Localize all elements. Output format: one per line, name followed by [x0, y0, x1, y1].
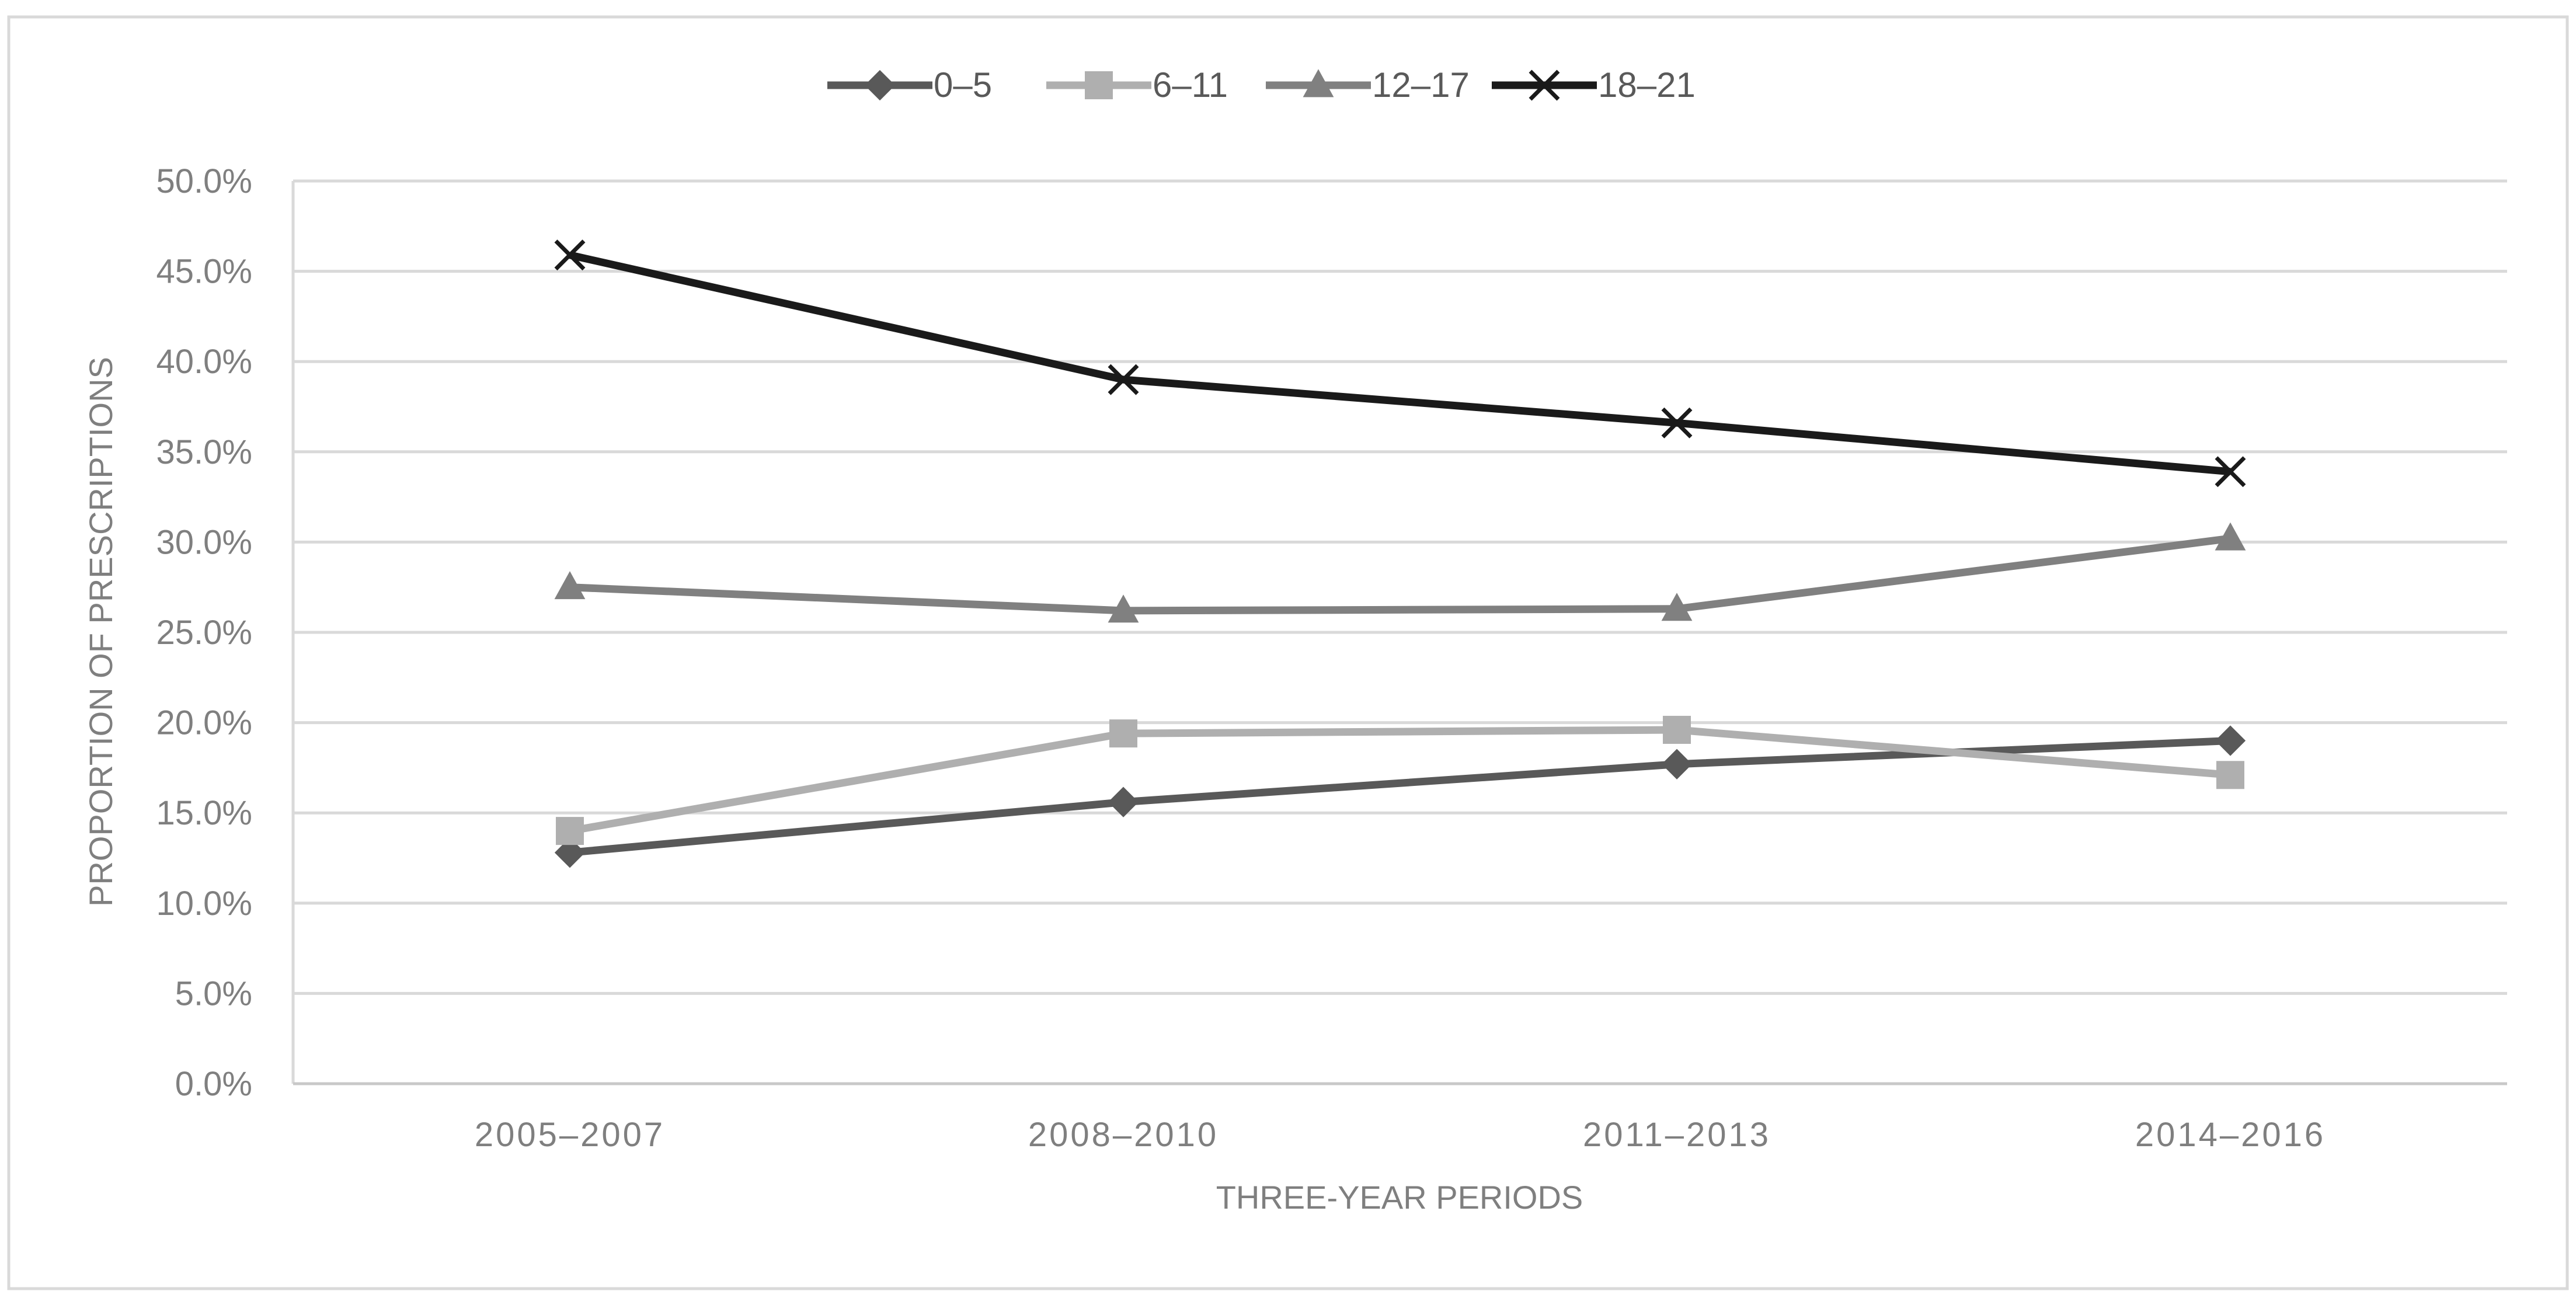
legend-marker: [1085, 71, 1113, 99]
series-triangle: [554, 522, 2246, 623]
data-point: [2215, 725, 2246, 756]
y-tick-label: 30.0%: [156, 523, 252, 561]
series-lines: [554, 239, 2246, 868]
y-tick-label: 20.0%: [156, 704, 252, 742]
y-tick-label: 40.0%: [156, 343, 252, 381]
x-tick-label: 2011–2013: [1583, 1116, 1771, 1154]
legend-item: 12–17: [1266, 65, 1470, 105]
data-point: [554, 571, 586, 600]
data-point: [1109, 719, 1137, 748]
data-point: [556, 817, 584, 845]
legend-label: 0–5: [934, 65, 992, 105]
legend-marker: [1529, 69, 1560, 101]
legend: 0–5 6–11 12–17 18–21: [827, 65, 1696, 105]
data-point: [1108, 594, 1139, 623]
data-point: [1661, 749, 1693, 779]
y-tick-label: 25.0%: [156, 614, 252, 652]
legend-label: 12–17: [1372, 65, 1470, 105]
legend-marker: [1303, 69, 1334, 98]
x-tick-label: 2005–2007: [475, 1116, 665, 1154]
legend-label: 18–21: [1598, 65, 1696, 105]
data-point: [1661, 407, 1693, 439]
series-x: [554, 239, 2246, 488]
axes: 0.0% 5.0% 10.0% 15.0% 20.0% 25.0% 30.0% 35.0% 40…: [156, 162, 2507, 1154]
y-tick-label: 15.0%: [156, 794, 252, 832]
data-point: [1108, 787, 1139, 817]
x-tick-label: 2014–2016: [2135, 1116, 2326, 1154]
y-tick-label: 35.0%: [156, 433, 252, 471]
series-line: [569, 534, 2231, 615]
y-tick-label: 50.0%: [156, 162, 252, 200]
data-point: [1663, 715, 1691, 744]
y-tick-label: 0.0%: [175, 1065, 252, 1103]
data-point: [554, 837, 586, 868]
legend-item: 0–5: [827, 65, 992, 105]
data-point: [554, 239, 586, 271]
x-axis-title: THREE-YEAR PERIODS: [1216, 1179, 1583, 1216]
data-point: [1661, 593, 1693, 621]
y-axis-title: PROPORTION OF PRESCRIPTIONS: [82, 357, 119, 907]
data-point: [2215, 456, 2246, 488]
y-tick-label: 45.0%: [156, 253, 252, 291]
chart-border: [7, 15, 2569, 1290]
legend-item: 18–21: [1492, 65, 1696, 105]
series-square: [556, 715, 2244, 845]
series-line: [569, 726, 2231, 835]
data-point: [1108, 364, 1139, 395]
data-point: [2215, 522, 2246, 551]
y-tick-label: 10.0%: [156, 885, 252, 923]
y-tick-label: 5.0%: [175, 975, 252, 1012]
series-line: [569, 251, 2231, 476]
x-tick-label: 2008–2010: [1028, 1116, 1219, 1154]
data-point: [2216, 761, 2244, 789]
legend-item: 6–11: [1046, 65, 1228, 105]
legend-label: 6–11: [1153, 65, 1228, 105]
legend-marker: [864, 69, 896, 101]
